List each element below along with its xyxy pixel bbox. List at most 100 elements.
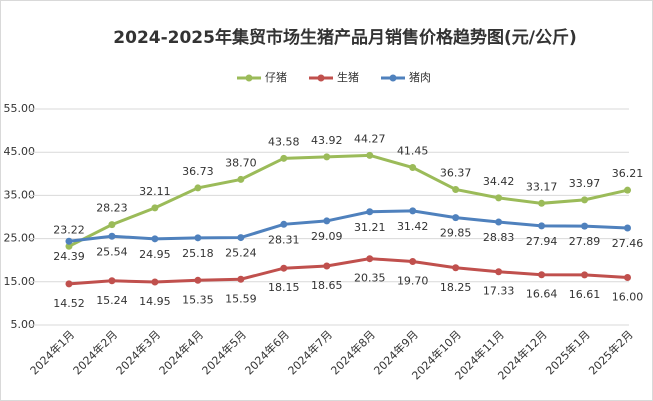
data-point	[151, 235, 159, 243]
data-point	[323, 217, 331, 225]
data-label: 27.46	[612, 237, 644, 250]
y-tick-label: 35.00	[4, 188, 36, 201]
data-point	[366, 151, 374, 159]
data-label: 18.65	[311, 279, 343, 292]
data-label: 43.92	[311, 134, 343, 147]
data-point	[495, 194, 503, 202]
data-label: 19.70	[397, 274, 429, 287]
data-point	[366, 208, 374, 216]
legend-label: 生猪	[337, 70, 359, 84]
data-point	[409, 207, 417, 215]
data-point	[452, 264, 460, 272]
data-label: 28.31	[268, 233, 300, 246]
data-label: 25.24	[225, 247, 257, 260]
data-label: 23.22	[53, 223, 85, 236]
data-label: 31.21	[354, 221, 386, 234]
data-label: 16.61	[569, 288, 601, 301]
data-point	[108, 277, 116, 285]
data-point	[108, 221, 116, 229]
data-point	[624, 186, 632, 194]
data-label: 25.18	[182, 247, 214, 260]
legend-marker	[317, 74, 325, 82]
data-point	[65, 237, 73, 245]
data-point	[581, 271, 589, 279]
data-label: 14.95	[139, 295, 171, 308]
data-point	[280, 264, 288, 272]
data-label: 15.59	[225, 292, 257, 305]
data-label: 38.70	[225, 156, 257, 169]
data-point	[194, 276, 202, 284]
data-label: 18.15	[268, 281, 300, 294]
data-point	[65, 280, 73, 288]
y-tick-label: 5.00	[11, 318, 36, 331]
data-label: 31.42	[397, 220, 429, 233]
data-label: 27.89	[569, 235, 601, 248]
data-label: 24.95	[139, 248, 171, 261]
data-label: 29.85	[440, 227, 472, 240]
data-label: 16.64	[526, 288, 558, 301]
data-label: 18.25	[440, 281, 472, 294]
data-point	[237, 175, 245, 183]
data-point	[452, 214, 460, 222]
data-label: 27.94	[526, 235, 558, 248]
legend-marker	[389, 74, 397, 82]
data-label: 41.45	[397, 145, 429, 158]
data-point	[194, 234, 202, 242]
y-tick-label: 45.00	[4, 145, 36, 158]
y-tick-label: 25.00	[4, 232, 36, 245]
data-label: 28.83	[483, 231, 515, 244]
data-point	[538, 199, 546, 207]
y-tick-label: 55.00	[4, 102, 36, 115]
data-point	[237, 234, 245, 242]
series-line	[68, 257, 628, 286]
data-label: 24.39	[53, 250, 85, 263]
data-label: 29.09	[311, 230, 343, 243]
data-label: 15.24	[96, 294, 128, 307]
data-label: 36.73	[182, 165, 214, 178]
data-point	[323, 153, 331, 161]
data-point	[237, 275, 245, 283]
data-label: 44.27	[354, 132, 386, 145]
chart-title: 2024-2025年集贸市场生猪产品月销售价格趋势图(元/公斤)	[113, 27, 576, 48]
data-label: 25.54	[96, 245, 128, 258]
data-label: 33.17	[526, 180, 558, 193]
data-point	[409, 164, 417, 172]
data-point	[280, 220, 288, 228]
data-point	[65, 242, 73, 250]
data-label: 36.21	[612, 167, 644, 180]
data-label: 33.97	[569, 177, 601, 190]
legend-marker	[245, 74, 253, 82]
data-label: 17.33	[483, 285, 515, 298]
data-label: 34.42	[483, 175, 515, 188]
data-point	[366, 255, 374, 263]
data-label: 28.23	[96, 202, 128, 215]
legend-label: 猪肉	[409, 71, 431, 84]
data-point	[538, 271, 546, 279]
data-point	[194, 184, 202, 192]
data-label: 36.37	[440, 166, 472, 179]
data-point	[323, 262, 331, 270]
data-point	[624, 224, 632, 232]
data-point	[495, 218, 503, 226]
data-label: 20.35	[354, 272, 386, 285]
data-point	[581, 222, 589, 230]
legend-label: 仔猪	[265, 71, 287, 84]
data-label: 15.35	[182, 293, 214, 306]
data-label: 32.11	[139, 185, 171, 198]
data-point	[108, 232, 116, 240]
data-point	[151, 204, 159, 212]
series-line	[68, 209, 628, 243]
data-point	[581, 196, 589, 204]
data-point	[409, 257, 417, 265]
data-point	[624, 273, 632, 281]
y-tick-label: 15.00	[4, 275, 36, 288]
data-point	[495, 268, 503, 276]
data-point	[538, 222, 546, 230]
data-label: 14.52	[53, 297, 85, 310]
series-line	[68, 153, 628, 248]
data-label: 16.00	[612, 290, 644, 303]
data-point	[151, 278, 159, 286]
data-point	[280, 154, 288, 162]
